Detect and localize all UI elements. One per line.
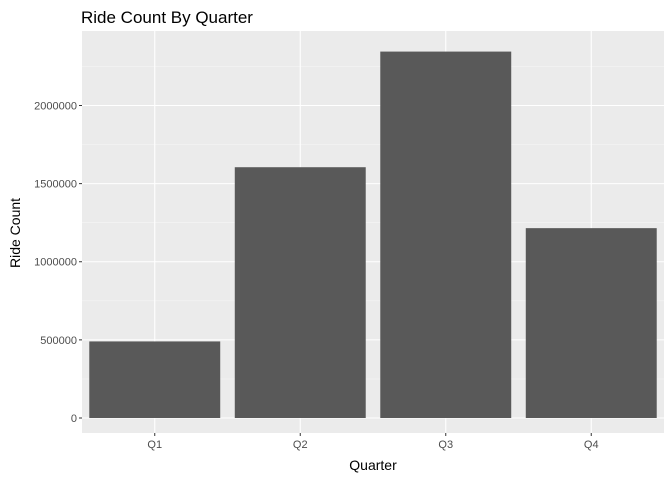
bars (89, 51, 657, 419)
chart-title: Ride Count By Quarter (81, 8, 253, 27)
bar-q3 (380, 51, 512, 419)
bar-q1 (89, 341, 221, 418)
y-tick-label: 500000 (40, 335, 77, 347)
x-axis-title: Quarter (349, 457, 397, 473)
x-axis: Q1 Q2 Q3 Q4 (147, 433, 599, 451)
x-tick-label: Q1 (147, 439, 162, 451)
x-tick-label: Q2 (293, 439, 308, 451)
bar-q2 (234, 167, 366, 418)
y-axis-title: Ride Count (7, 198, 23, 268)
y-axis: 0 500000 1000000 1500000 2000000 (34, 100, 82, 425)
bar-q4 (525, 228, 657, 418)
y-tick-label: 2000000 (34, 100, 77, 112)
y-tick-label: 1500000 (34, 179, 77, 191)
x-tick-label: Q3 (438, 439, 453, 451)
y-tick-label: 0 (71, 413, 77, 425)
x-tick-label: Q4 (584, 439, 599, 451)
y-tick-label: 1000000 (34, 257, 77, 269)
